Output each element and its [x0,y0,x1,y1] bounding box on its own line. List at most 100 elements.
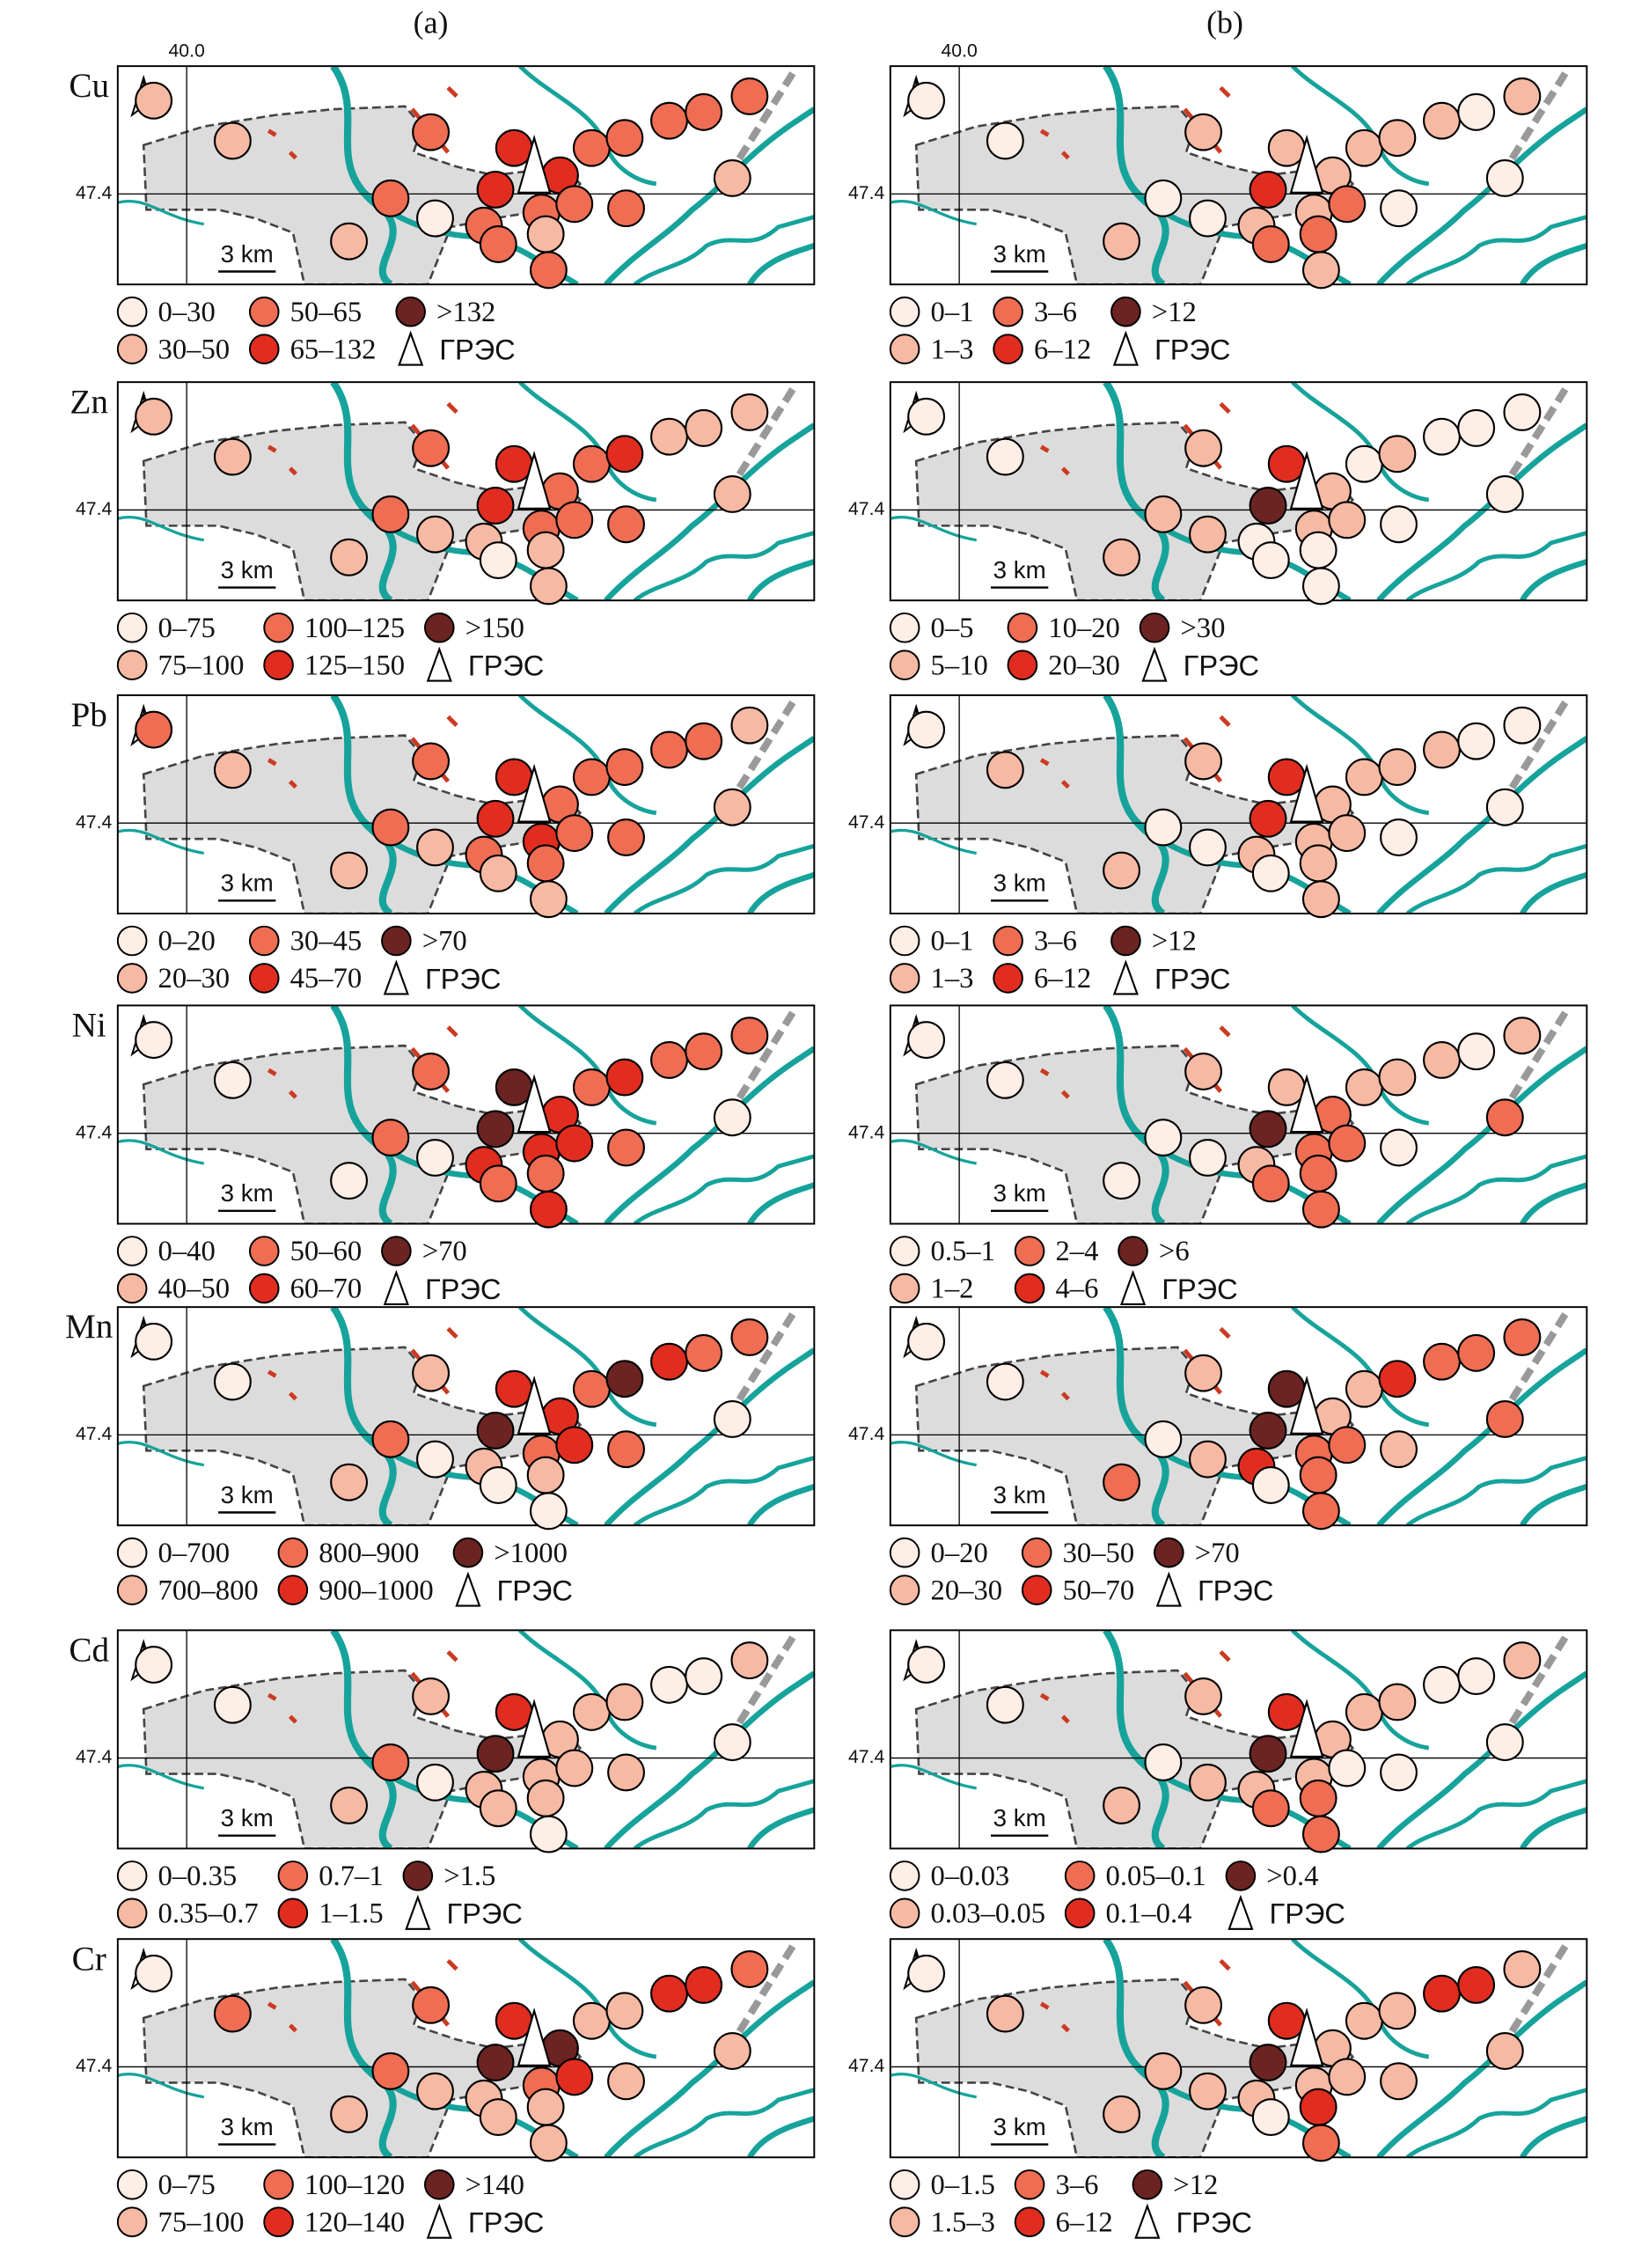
legend-label: ГРЭС [439,334,515,366]
sample-point [1457,722,1496,760]
sample-point [412,1354,451,1392]
legend-swatch [1154,1537,1184,1568]
legend-swatch [263,2169,294,2200]
legend-plant [405,1894,431,1930]
legend-swatch [277,1574,309,1605]
legend-swatch [248,334,280,364]
legend-swatch [1021,1574,1052,1605]
legend-label: >70 [422,926,467,958]
element-label: Cr [72,1940,106,1978]
sample-point [1267,2001,1306,2040]
sample-point [1103,1162,1141,1200]
sample-point [476,1735,515,1773]
legend-swatch [889,1861,920,1891]
sample-point [1378,1992,1417,2030]
legend-swatch [889,925,920,957]
legend-swatch [116,296,148,327]
sample-point [1345,2001,1383,2040]
legend-label: ГРЭС [1184,650,1259,682]
legend-swatch [993,296,1023,327]
sample-point [730,77,769,115]
sample-point [1378,748,1417,786]
legend-swatch [1132,2169,1163,2200]
legend-swatch [277,1897,309,1929]
sample-point [1485,788,1524,826]
sample-point [1144,495,1183,533]
sample-point [1380,2062,1418,2101]
sample-point [605,1360,644,1398]
sample-point [1249,799,1287,838]
sample-point [1267,758,1306,796]
sample-point [1457,1333,1496,1372]
sample-point [1189,515,1227,554]
legend-swatch [1014,1273,1045,1304]
legend-swatch [889,1574,920,1605]
sample-point [416,2072,454,2110]
sample-point [1423,1342,1461,1381]
sample-point [1503,1317,1542,1356]
sample-point [371,2051,410,2090]
legend-label: 5–10 [931,650,988,681]
legend-plant [1155,1571,1182,1607]
sample-point [1251,1466,1290,1504]
sample-point [1457,1965,1496,2004]
legend-label: >70 [1195,1538,1240,1569]
legend-swatch [248,963,280,994]
sample-point [605,748,644,786]
legend-swatch [381,925,412,957]
sample-point [476,1412,515,1450]
legend-swatch [1021,1537,1052,1568]
sample-point [479,1164,517,1203]
legend-plant [398,330,424,366]
legend-label: 10–20 [1048,613,1120,644]
sample-point [986,1685,1024,1724]
sample-point [1189,1138,1227,1177]
sample-point [1184,1354,1223,1392]
sample-point [730,1950,769,1988]
sample-point [1267,1068,1306,1106]
sample-point [1249,2044,1287,2082]
sample-point [1423,1665,1461,1704]
element-label: Ni [72,1007,106,1045]
legend-label: 30–50 [1063,1538,1135,1569]
scale-label: 3 km [221,870,274,897]
sample-point [1299,2088,1338,2126]
sample-point [371,179,410,217]
sample-point [907,81,946,120]
legend-label: >12 [1152,926,1197,958]
legend-label: 0–700 [158,1538,231,1569]
sample-point [607,1128,645,1167]
sample-point [1251,541,1290,579]
legend-label: ГРЭС [468,2206,544,2239]
legend-label: 0.5–1 [931,1236,995,1267]
sample-point [1299,1456,1338,1494]
legend-swatch [116,963,148,994]
sample-point [213,437,252,476]
sample-point [526,844,565,883]
sample-point [479,1466,517,1504]
sample-point [1103,2095,1141,2133]
legend-label: 60–70 [290,1273,363,1305]
sample-point [685,92,723,131]
sample-point [1328,501,1367,539]
sample-point [526,1456,565,1494]
legend-label: ГРЭС [1154,334,1230,366]
legend-label: >12 [1173,2169,1218,2201]
legend-label: ГРЭС [1270,1897,1345,1930]
sample-point [1503,1017,1542,1055]
sample-point [1189,2072,1227,2110]
sample-point [135,1021,173,1060]
sample-point [1184,1985,1223,2024]
sample-point [1184,742,1223,781]
sample-point [907,1021,946,1060]
sample-point [1301,880,1340,919]
legend-label: 1–2 [931,1273,974,1305]
map-frame [889,694,1588,914]
legend-swatch [452,1537,484,1568]
scale-label: 3 km [221,240,274,268]
legend-swatch [248,1273,280,1304]
sample-point [605,435,644,473]
legend-swatch [889,1273,920,1304]
legend-plant [426,646,452,682]
sample-point [1267,1692,1306,1731]
